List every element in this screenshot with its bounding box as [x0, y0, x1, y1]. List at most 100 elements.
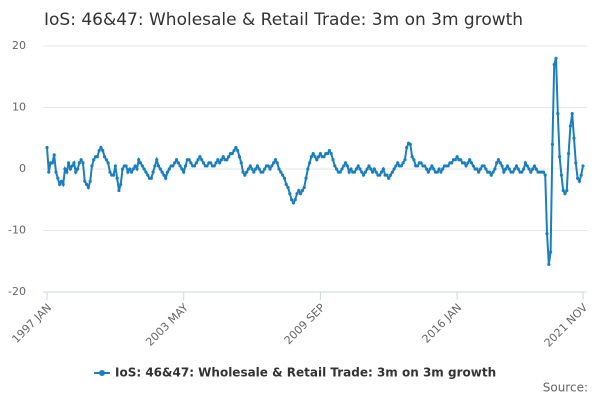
- data-point: [322, 155, 326, 159]
- data-point: [423, 164, 427, 168]
- data-point: [180, 167, 184, 171]
- data-point: [369, 167, 373, 171]
- data-point: [52, 153, 56, 157]
- data-point: [291, 201, 296, 205]
- data-point: [565, 188, 569, 193]
- y-tick-label: 10: [12, 101, 26, 114]
- data-point: [92, 158, 96, 162]
- data-point: [559, 173, 564, 177]
- data-point: [70, 164, 74, 168]
- data-point: [174, 158, 179, 162]
- data-point: [581, 164, 585, 168]
- data-point: [430, 164, 434, 168]
- data-point: [183, 164, 188, 168]
- data-point: [57, 182, 62, 186]
- data-point: [381, 167, 385, 171]
- data-point: [313, 155, 317, 159]
- data-point: [572, 136, 576, 140]
- data-point: [241, 170, 245, 174]
- data-point: [464, 164, 468, 168]
- data-point: [236, 148, 240, 153]
- data-point: [86, 185, 90, 190]
- y-tick-label: -10: [8, 224, 26, 237]
- data-point: [511, 170, 515, 174]
- data-point: [261, 170, 265, 174]
- data-point: [104, 158, 108, 162]
- data-point: [90, 164, 94, 168]
- data-point: [529, 170, 533, 174]
- data-point: [209, 161, 213, 165]
- data-point: [399, 164, 403, 168]
- data-point: [514, 164, 519, 168]
- data-point: [455, 155, 459, 159]
- data-point: [415, 164, 420, 168]
- data-point: [309, 155, 314, 159]
- data-point: [489, 173, 493, 177]
- data-point: [120, 167, 125, 171]
- data-point: [50, 161, 54, 165]
- data-point: [358, 167, 362, 171]
- data-point: [156, 164, 161, 168]
- data-point: [426, 170, 430, 174]
- source-label: Source:: [543, 381, 588, 395]
- data-point: [146, 173, 150, 177]
- data-point: [315, 158, 319, 162]
- data-point: [196, 158, 200, 162]
- data-point: [532, 164, 537, 168]
- data-point: [401, 161, 405, 165]
- data-point: [164, 176, 168, 180]
- data-point: [47, 170, 51, 174]
- data-point: [160, 170, 164, 174]
- data-point: [523, 161, 528, 165]
- data-point: [182, 170, 186, 174]
- data-point: [83, 179, 87, 183]
- data-point: [234, 145, 238, 150]
- data-point: [477, 170, 481, 174]
- data-point: [79, 158, 83, 162]
- data-point: [45, 145, 49, 150]
- data-point: [205, 164, 209, 168]
- data-point: [352, 170, 357, 174]
- data-point: [424, 167, 429, 171]
- data-point: [325, 152, 330, 156]
- data-point: [333, 164, 337, 168]
- data-point: [498, 161, 502, 165]
- data-point: [493, 167, 497, 171]
- data-point: [576, 176, 580, 180]
- data-point: [257, 167, 261, 171]
- data-point: [487, 170, 492, 174]
- data-point: [167, 167, 171, 171]
- data-point: [81, 161, 85, 165]
- data-point: [453, 158, 457, 162]
- data-point: [308, 161, 312, 165]
- data-point: [286, 185, 290, 190]
- data-point: [284, 182, 288, 186]
- data-point: [561, 188, 565, 193]
- data-point: [129, 170, 134, 174]
- data-point: [194, 161, 198, 165]
- data-point: [297, 188, 301, 193]
- data-point: [214, 161, 218, 165]
- data-point: [495, 161, 499, 165]
- data-point: [218, 161, 222, 165]
- data-point: [142, 167, 146, 171]
- data-point: [439, 170, 443, 174]
- data-point: [556, 112, 560, 116]
- data-point: [227, 155, 231, 159]
- data-point: [102, 155, 107, 159]
- chart-title: IoS: 46&47: Wholesale & Retail Trade: 3m…: [44, 10, 523, 30]
- data-point: [270, 164, 274, 168]
- data-point: [545, 231, 549, 236]
- data-point: [153, 164, 157, 168]
- data-point: [316, 155, 321, 159]
- data-point: [237, 155, 242, 159]
- data-point: [59, 179, 63, 183]
- data-point: [574, 161, 578, 165]
- data-point: [84, 182, 89, 186]
- data-point: [151, 170, 155, 174]
- data-point: [549, 250, 553, 254]
- data-point: [338, 170, 342, 174]
- data-point: [246, 167, 251, 171]
- data-point: [266, 164, 270, 168]
- data-point: [239, 161, 243, 165]
